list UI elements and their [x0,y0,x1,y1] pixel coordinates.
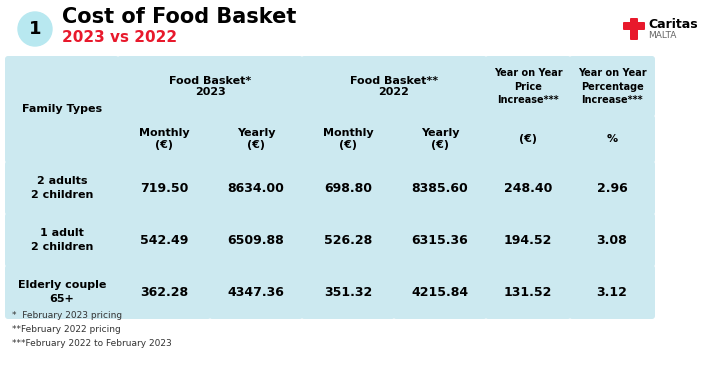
FancyBboxPatch shape [5,161,119,215]
FancyBboxPatch shape [117,161,211,215]
FancyBboxPatch shape [393,213,487,267]
FancyBboxPatch shape [630,18,638,40]
Text: 4215.84: 4215.84 [411,286,469,298]
FancyBboxPatch shape [301,265,395,319]
Text: Food Basket**
2022: Food Basket** 2022 [350,76,438,97]
FancyBboxPatch shape [117,213,211,267]
FancyBboxPatch shape [485,265,571,319]
Text: (€): (€) [519,134,537,144]
FancyBboxPatch shape [393,265,487,319]
Text: 3.12: 3.12 [597,286,628,298]
FancyBboxPatch shape [485,213,571,267]
Text: Food Basket*
2023: Food Basket* 2023 [169,76,251,97]
Text: 542.49: 542.49 [140,233,188,247]
Text: 3.08: 3.08 [597,233,628,247]
Text: 6509.88: 6509.88 [228,233,284,247]
FancyBboxPatch shape [569,265,655,319]
Text: ***February 2022 to February 2023: ***February 2022 to February 2023 [12,338,172,348]
Text: 8385.60: 8385.60 [411,182,468,195]
Text: **February 2022 pricing: **February 2022 pricing [12,324,121,334]
Text: Year on Year
Price
Increase***: Year on Year Price Increase*** [494,68,562,105]
Text: 4347.36: 4347.36 [228,286,284,298]
FancyBboxPatch shape [301,56,487,117]
FancyBboxPatch shape [623,22,645,30]
Text: 362.28: 362.28 [140,286,188,298]
FancyBboxPatch shape [301,213,395,267]
Text: MALTA: MALTA [648,32,676,40]
Text: 351.32: 351.32 [324,286,372,298]
Text: *  February 2023 pricing: * February 2023 pricing [12,310,122,320]
FancyBboxPatch shape [485,115,571,163]
Circle shape [18,12,52,46]
Text: 2 adults
2 children: 2 adults 2 children [31,177,93,200]
Text: 719.50: 719.50 [140,182,188,195]
Text: Monthly
(€): Monthly (€) [322,128,373,150]
FancyBboxPatch shape [117,115,211,163]
Text: %: % [607,134,617,144]
Text: 6315.36: 6315.36 [411,233,468,247]
Text: 248.40: 248.40 [504,182,552,195]
Text: Family Types: Family Types [22,105,102,115]
FancyBboxPatch shape [393,161,487,215]
FancyBboxPatch shape [485,56,571,117]
FancyBboxPatch shape [301,115,395,163]
FancyBboxPatch shape [209,161,303,215]
FancyBboxPatch shape [569,213,655,267]
Text: 2023 vs 2022: 2023 vs 2022 [62,30,177,46]
FancyBboxPatch shape [485,161,571,215]
FancyBboxPatch shape [5,213,119,267]
FancyBboxPatch shape [117,56,303,117]
Text: 1 adult
2 children: 1 adult 2 children [31,228,93,252]
FancyBboxPatch shape [5,265,119,319]
Text: 1: 1 [29,20,41,38]
Text: 131.52: 131.52 [504,286,552,298]
FancyBboxPatch shape [301,161,395,215]
FancyBboxPatch shape [569,161,655,215]
FancyBboxPatch shape [569,115,655,163]
Text: Caritas: Caritas [648,18,698,30]
Text: 698.80: 698.80 [324,182,372,195]
FancyBboxPatch shape [209,213,303,267]
Text: Year on Year
Percentage
Increase***: Year on Year Percentage Increase*** [578,68,646,105]
Text: Cost of Food Basket: Cost of Food Basket [62,7,297,27]
Text: Yearly
(€): Yearly (€) [237,128,275,150]
FancyBboxPatch shape [209,115,303,163]
FancyBboxPatch shape [209,265,303,319]
Text: 2.96: 2.96 [597,182,628,195]
Text: 8634.00: 8634.00 [228,182,284,195]
Text: Monthly
(€): Monthly (€) [139,128,190,150]
FancyBboxPatch shape [393,115,487,163]
FancyBboxPatch shape [5,56,119,163]
Text: Yearly
(€): Yearly (€) [421,128,460,150]
Text: Elderly couple
65+: Elderly couple 65+ [18,280,106,304]
Text: 526.28: 526.28 [324,233,372,247]
FancyBboxPatch shape [117,265,211,319]
FancyBboxPatch shape [569,56,655,117]
Text: 194.52: 194.52 [504,233,552,247]
